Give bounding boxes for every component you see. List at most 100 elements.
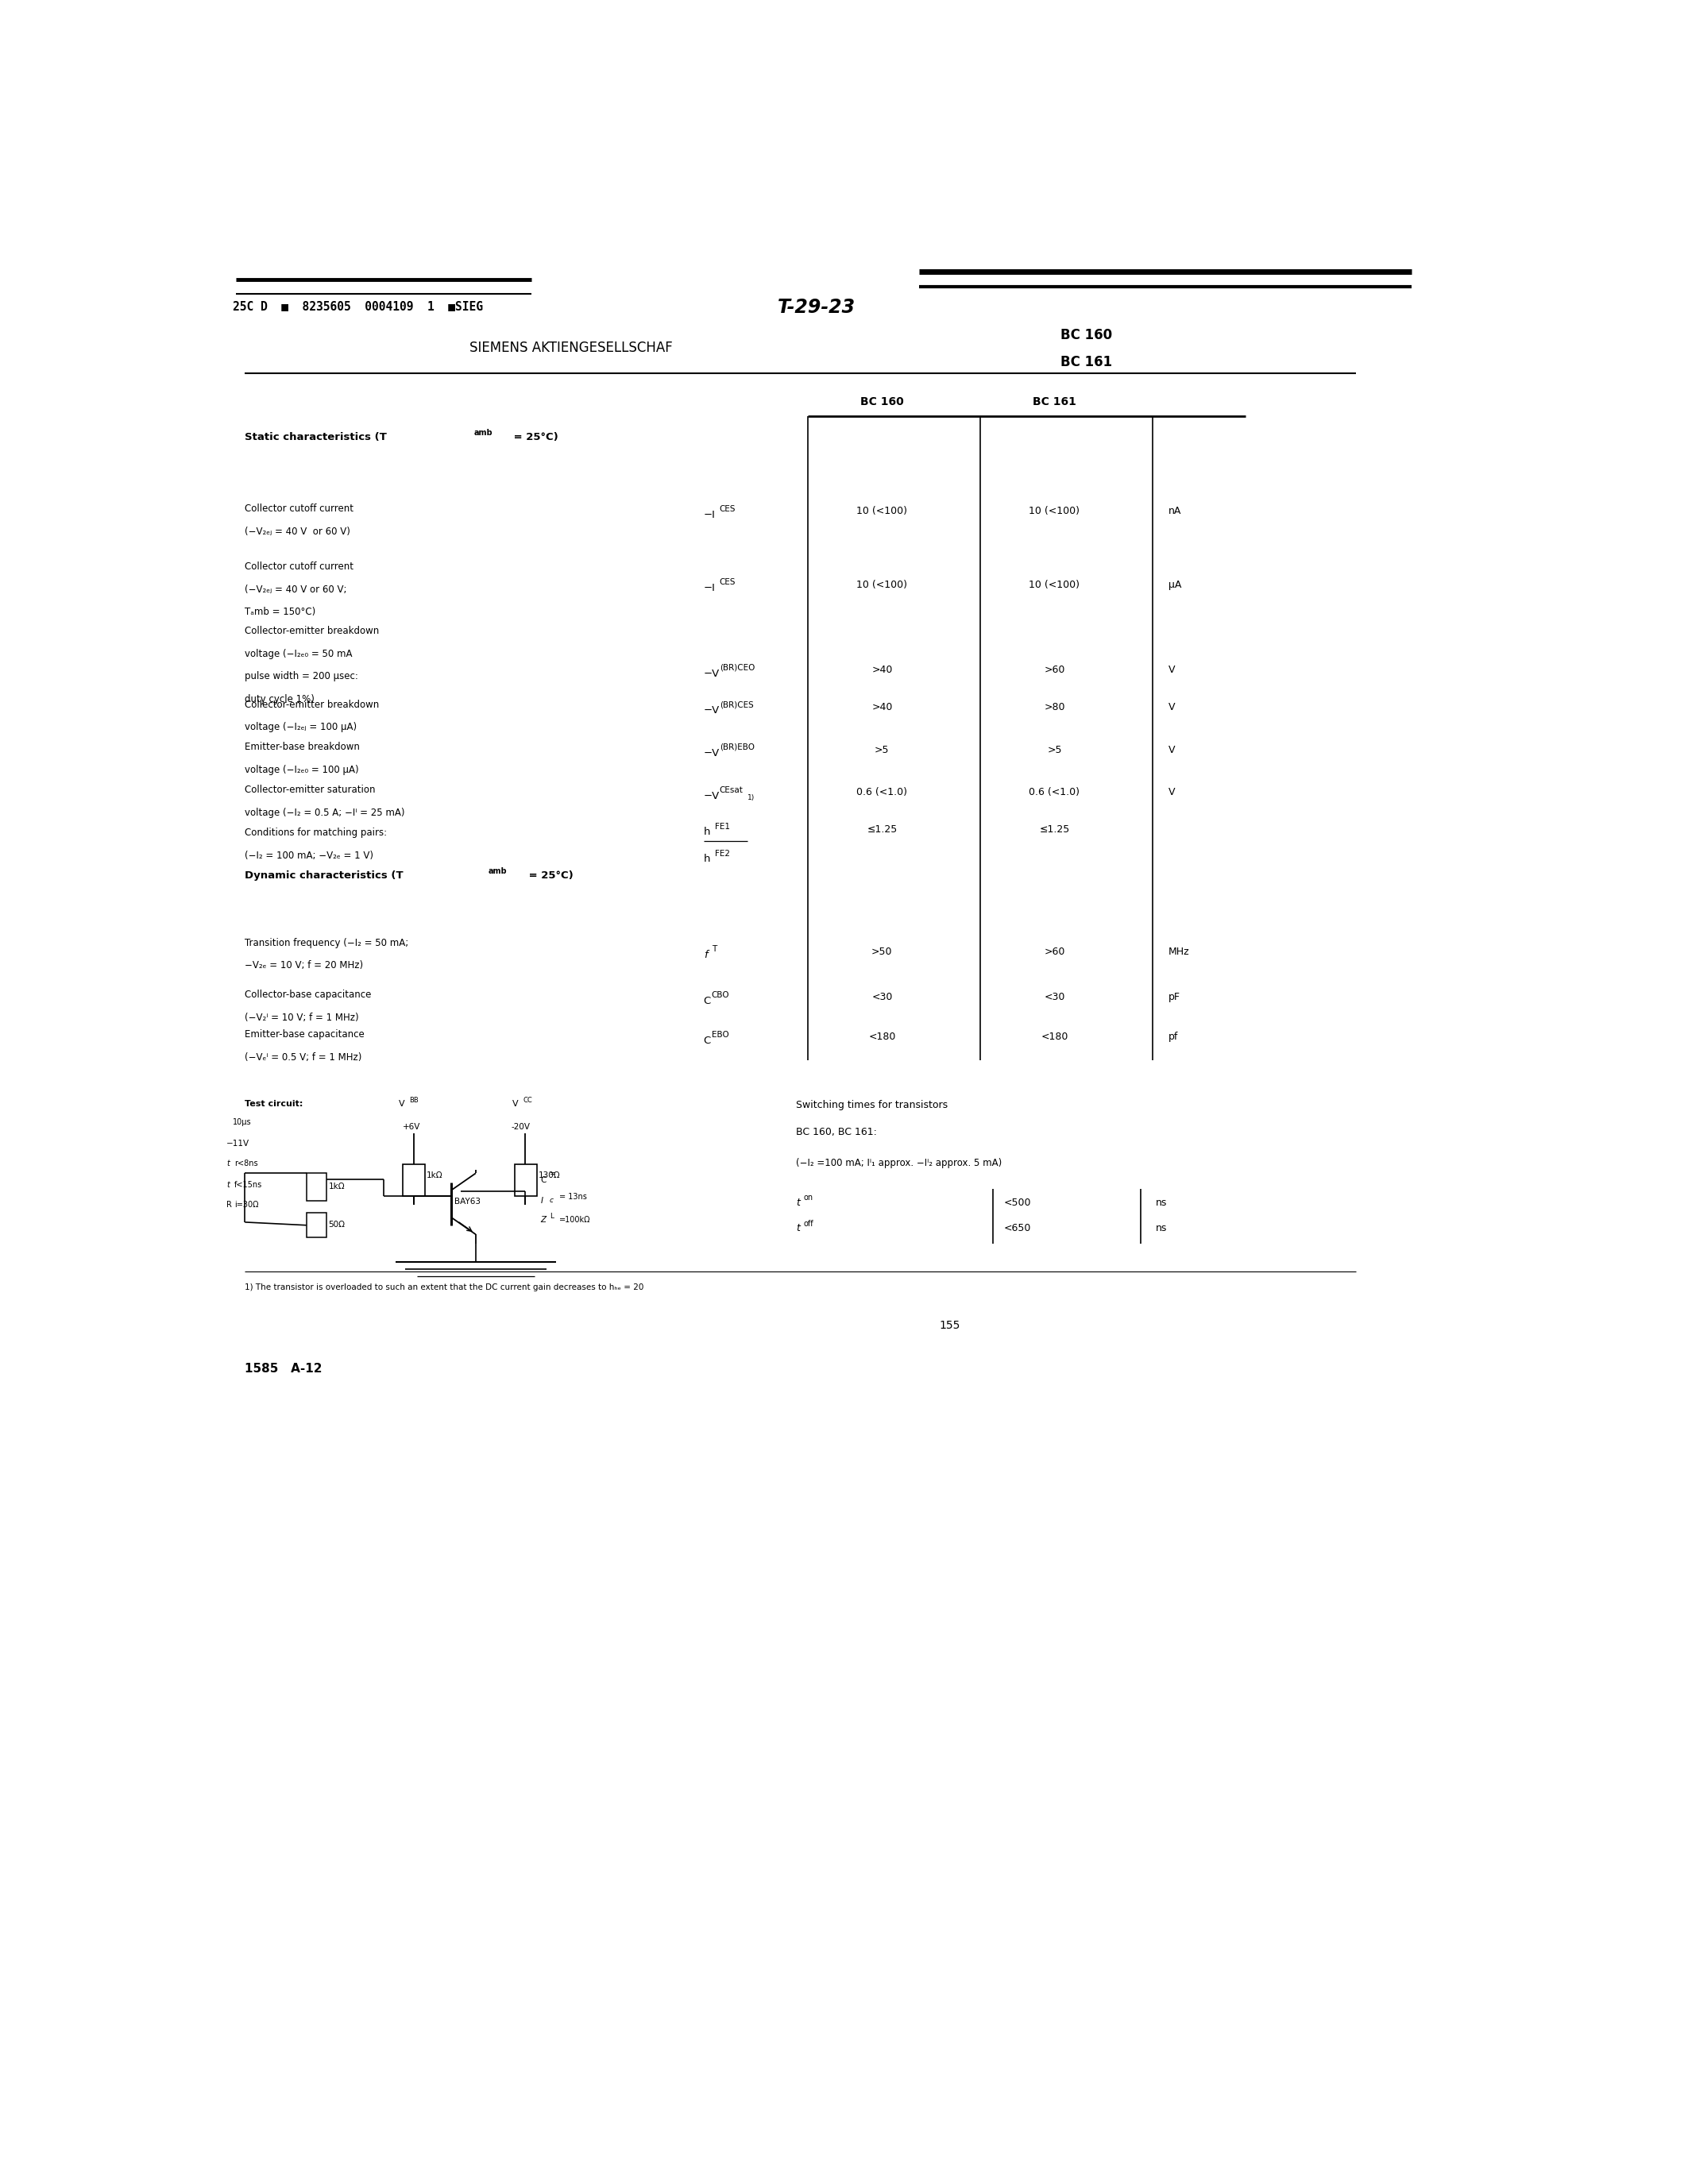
Text: 0.6 (<1.0): 0.6 (<1.0) xyxy=(856,788,908,797)
Text: CES: CES xyxy=(719,579,736,585)
Text: 155: 155 xyxy=(939,1319,960,1330)
Text: T-29-23: T-29-23 xyxy=(778,297,856,317)
Bar xyxy=(515,1164,537,1197)
Text: = 13ns: = 13ns xyxy=(559,1192,586,1201)
Text: =100kΩ: =100kΩ xyxy=(559,1216,591,1223)
Text: (−V₂ₑⱼ = 40 V  or 60 V): (−V₂ₑⱼ = 40 V or 60 V) xyxy=(245,526,351,537)
Bar xyxy=(307,1212,327,1238)
Text: CC: CC xyxy=(523,1096,532,1103)
Text: amb: amb xyxy=(488,867,506,876)
Text: V: V xyxy=(1168,745,1175,756)
Text: 10 (<100): 10 (<100) xyxy=(1030,507,1080,515)
Text: Dynamic characteristics (T: Dynamic characteristics (T xyxy=(245,871,403,880)
Text: −11V: −11V xyxy=(226,1140,250,1147)
Text: (−V₂ₑⱼ = 40 V or 60 V;: (−V₂ₑⱼ = 40 V or 60 V; xyxy=(245,585,348,594)
Text: SIEMENS AKTIENGESELLSCHAF: SIEMENS AKTIENGESELLSCHAF xyxy=(469,341,674,354)
Text: t: t xyxy=(226,1182,230,1188)
Text: 10 (<100): 10 (<100) xyxy=(1030,579,1080,590)
Text: I: I xyxy=(540,1197,544,1203)
Text: <180: <180 xyxy=(1041,1033,1069,1042)
Text: MHz: MHz xyxy=(1168,946,1190,957)
Text: voltage (−I₂ₑ₀ = 50 mA: voltage (−I₂ₑ₀ = 50 mA xyxy=(245,649,353,660)
Text: off: off xyxy=(803,1219,814,1227)
Text: i=30Ω: i=30Ω xyxy=(235,1201,258,1208)
Text: <30: <30 xyxy=(1043,992,1065,1002)
Text: f: f xyxy=(704,950,707,961)
Text: ≤1.25: ≤1.25 xyxy=(1040,823,1070,834)
Text: (−Vₑⁱ = 0.5 V; f = 1 MHz): (−Vₑⁱ = 0.5 V; f = 1 MHz) xyxy=(245,1053,361,1061)
Text: >5: >5 xyxy=(1047,745,1062,756)
Text: −V₂ₑ = 10 V; f = 20 MHz): −V₂ₑ = 10 V; f = 20 MHz) xyxy=(245,961,363,970)
Text: CBO: CBO xyxy=(712,992,729,998)
Text: −V: −V xyxy=(704,705,719,716)
Text: (BR)CES: (BR)CES xyxy=(719,701,753,708)
Text: >60: >60 xyxy=(1043,946,1065,957)
Text: -20V: -20V xyxy=(511,1123,530,1131)
Text: (−V₂ⁱ = 10 V; f = 1 MHz): (−V₂ⁱ = 10 V; f = 1 MHz) xyxy=(245,1013,360,1022)
Text: BC 160: BC 160 xyxy=(1060,328,1112,343)
Text: pulse width = 200 μsec:: pulse width = 200 μsec: xyxy=(245,670,358,681)
Text: 10 (<100): 10 (<100) xyxy=(856,579,908,590)
Text: t: t xyxy=(226,1160,230,1168)
Text: ≤1.25: ≤1.25 xyxy=(868,823,898,834)
Text: >40: >40 xyxy=(871,701,893,712)
Text: pf: pf xyxy=(1168,1033,1178,1042)
Text: V: V xyxy=(513,1101,518,1107)
Text: <30: <30 xyxy=(871,992,893,1002)
Text: Collector-emitter breakdown: Collector-emitter breakdown xyxy=(245,699,380,710)
Text: >5: >5 xyxy=(874,745,890,756)
Text: FE1: FE1 xyxy=(714,823,729,830)
Text: Collector cutoff current: Collector cutoff current xyxy=(245,505,354,513)
Text: 1kΩ: 1kΩ xyxy=(329,1182,344,1190)
Text: Collector-emitter saturation: Collector-emitter saturation xyxy=(245,784,375,795)
Text: 130Ω: 130Ω xyxy=(538,1171,560,1179)
Text: FE2: FE2 xyxy=(714,850,729,858)
Text: R: R xyxy=(226,1201,231,1208)
Text: −I: −I xyxy=(704,583,716,594)
Text: ns: ns xyxy=(1156,1197,1168,1208)
Text: −I: −I xyxy=(704,509,716,520)
Text: voltage (−I₂ₑ₀ = 100 μA): voltage (−I₂ₑ₀ = 100 μA) xyxy=(245,764,360,775)
Text: Collector-emitter breakdown: Collector-emitter breakdown xyxy=(245,627,380,636)
Text: t: t xyxy=(795,1223,800,1234)
Text: μA: μA xyxy=(1168,579,1182,590)
Text: −V: −V xyxy=(704,791,719,802)
Text: (BR)EBO: (BR)EBO xyxy=(719,743,755,751)
Text: duty cycle 1%): duty cycle 1%) xyxy=(245,695,314,703)
Text: 1): 1) xyxy=(748,795,755,802)
Text: >80: >80 xyxy=(1043,701,1065,712)
Text: V: V xyxy=(1168,701,1175,712)
Text: L: L xyxy=(550,1212,554,1219)
Text: Switching times for transistors: Switching times for transistors xyxy=(795,1101,947,1109)
Text: >60: >60 xyxy=(1043,666,1065,675)
Text: 50Ω: 50Ω xyxy=(329,1221,346,1230)
Text: Collector-base capacitance: Collector-base capacitance xyxy=(245,989,371,1000)
Text: 1) The transistor is overloaded to such an extent that the DC current gain decre: 1) The transistor is overloaded to such … xyxy=(245,1284,643,1291)
Bar xyxy=(307,1173,327,1201)
Text: voltage (−I₂ = 0.5 A; −Iⁱ = 25 mA): voltage (−I₂ = 0.5 A; −Iⁱ = 25 mA) xyxy=(245,808,405,817)
Text: >50: >50 xyxy=(871,946,893,957)
Text: r<8ns: r<8ns xyxy=(235,1160,258,1168)
Text: −V: −V xyxy=(704,668,719,679)
Text: EBO: EBO xyxy=(712,1031,729,1040)
Text: Test circuit:: Test circuit: xyxy=(245,1101,304,1107)
Text: CES: CES xyxy=(719,505,736,513)
Text: ns: ns xyxy=(1156,1223,1168,1234)
Text: amb: amb xyxy=(474,428,493,437)
Text: +6V: +6V xyxy=(403,1123,420,1131)
Text: (−I₂ =100 mA; Iⁱ₁ approx. −Iⁱ₂ approx. 5 mA): (−I₂ =100 mA; Iⁱ₁ approx. −Iⁱ₂ approx. 5… xyxy=(795,1158,1001,1168)
Bar xyxy=(403,1164,425,1197)
Text: t: t xyxy=(795,1197,800,1208)
Text: =: = xyxy=(550,1171,555,1177)
Text: CEsat: CEsat xyxy=(719,786,743,795)
Text: T: T xyxy=(712,946,716,952)
Text: voltage (−I₂ₑⱼ = 100 μA): voltage (−I₂ₑⱼ = 100 μA) xyxy=(245,723,356,732)
Text: c: c xyxy=(550,1197,554,1203)
Text: on: on xyxy=(803,1195,814,1201)
Text: C: C xyxy=(540,1177,547,1184)
Text: f<15ns: f<15ns xyxy=(235,1182,262,1188)
Text: pF: pF xyxy=(1168,992,1180,1002)
Text: = 25°C): = 25°C) xyxy=(510,432,557,443)
Text: Conditions for matching pairs:: Conditions for matching pairs: xyxy=(245,828,387,839)
Text: Static characteristics (T: Static characteristics (T xyxy=(245,432,387,443)
